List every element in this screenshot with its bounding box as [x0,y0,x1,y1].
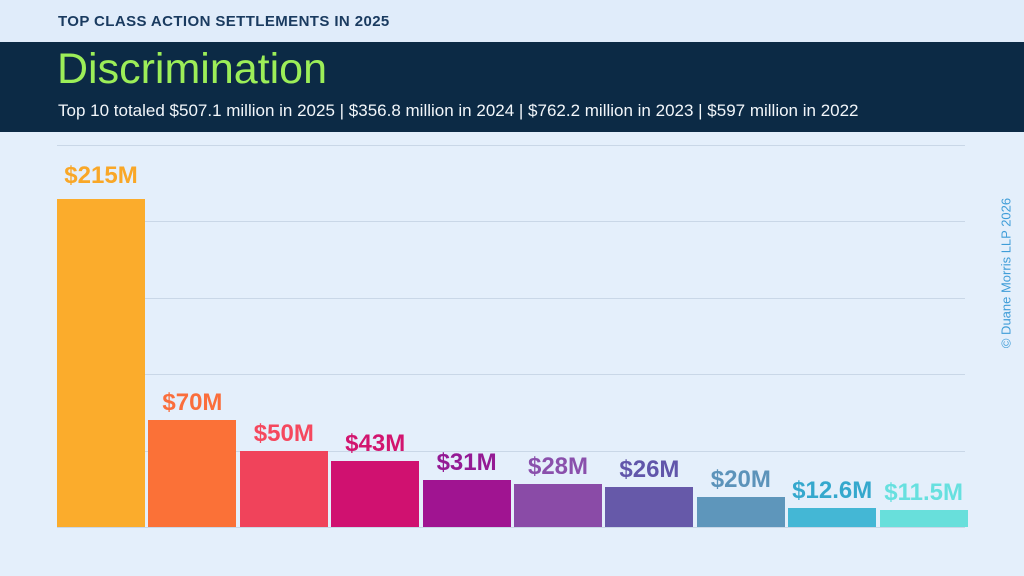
bar-value-label: $20M [710,465,771,493]
gridline-0M [57,527,965,528]
bar-value-label: $11.5M [884,478,963,506]
bar-5 [422,479,511,527]
bar-4 [331,461,420,527]
gridline-100M [57,374,965,376]
bar-value-label: $28M [527,453,589,481]
bar-10 [879,509,968,527]
bar-value-label: $12.6M [792,476,873,504]
gridline-150M [57,297,965,299]
gridline-200M [57,221,965,223]
bar-6 [514,484,602,527]
bar-9 [788,507,877,527]
bar-value-label: $31M [436,448,497,476]
bar-value-label: $50M [253,419,314,447]
page-title: Discrimination [57,45,328,93]
eyebrow-text: TOP CLASS ACTION SETTLEMENTS IN 2025 [58,12,390,30]
bar-3 [239,450,328,527]
gridline-250M [57,145,965,146]
bar-8 [696,496,785,527]
bar-value-label: $43M [345,430,406,458]
copyright-watermark: © Duane Morris LLP 2026 [998,197,1014,349]
bar-value-label: $26M [619,456,680,484]
bar-1 [57,199,145,527]
bar-7 [605,487,694,527]
gridline-50M [57,450,965,452]
bar-2 [148,420,237,527]
bar-value-label: $70M [162,389,223,417]
bar-chart: $215M $70M $50M $43M $31M $28M $26M $20M $12.6M $… [0,132,1024,576]
bar-value-label: $215M [64,162,138,189]
header-banner: Discrimination Top 10 totaled $507.1 mil… [0,42,1024,132]
totals-subtitle: Top 10 totaled $507.1 million in 2025 | … [58,101,859,120]
top-strip: TOP CLASS ACTION SETTLEMENTS IN 2025 [0,0,1024,42]
